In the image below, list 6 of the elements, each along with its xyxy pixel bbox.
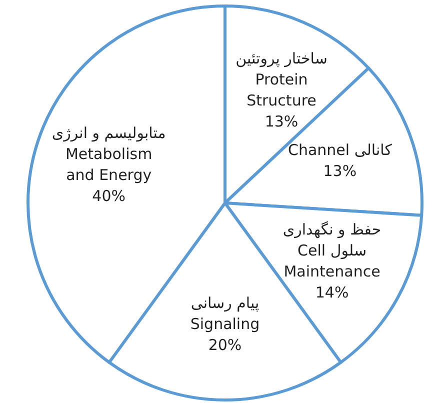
data-label: 14% [315,283,349,302]
data-label: 40% [92,186,126,205]
data-label: 20% [208,336,242,354]
data-label: 13% [323,162,357,180]
slice-label: Channel کانالی [288,141,393,160]
data-label: 13% [264,112,298,131]
